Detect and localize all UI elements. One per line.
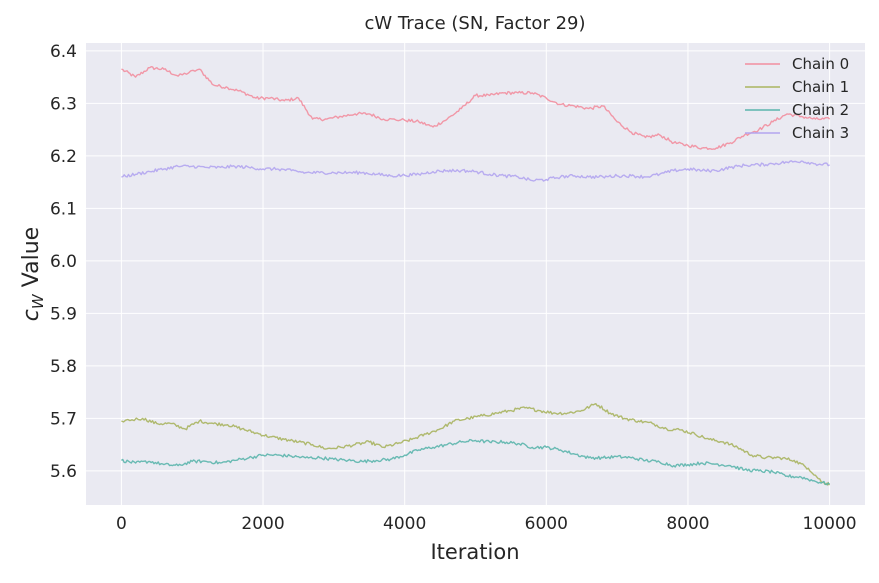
x-tick-label: 4000 [383, 514, 426, 534]
series-line-chain-3 [121, 160, 830, 182]
y-tick-label: 6.0 [50, 252, 77, 272]
x-tick-label: 8000 [666, 514, 709, 534]
legend-label-chain-3: Chain 3 [792, 124, 849, 142]
x-tick-label: 6000 [525, 514, 568, 534]
y-tick-label: 6.2 [50, 147, 77, 167]
y-axis-label-symbol: c [19, 309, 44, 321]
plot-background [86, 43, 865, 505]
legend-label-chain-0: Chain 0 [792, 55, 849, 73]
x-tick-label: 10000 [803, 514, 857, 534]
x-tick-label: 0 [116, 514, 127, 534]
legend: Chain 0 Chain 1 Chain 2 Chain 3 [745, 55, 849, 142]
legend-label-chain-2: Chain 2 [792, 101, 849, 119]
y-tick-label: 5.8 [50, 357, 77, 377]
y-tick-label: 6.4 [50, 42, 77, 62]
y-tick-label: 5.6 [50, 462, 77, 482]
y-axis-label-subscript: W [29, 293, 47, 309]
chart-title: cW Trace (SN, Factor 29) [365, 13, 586, 34]
y-tick-label: 6.3 [50, 94, 77, 114]
x-axis-label: Iteration [430, 540, 519, 564]
series-line-chain-0 [121, 66, 831, 150]
y-axis-label: cW Value [19, 227, 47, 321]
y-axis-label-text: Value [19, 227, 44, 294]
x-tick-label: 2000 [241, 514, 284, 534]
y-tick-label: 6.1 [50, 199, 77, 219]
series-lines [121, 66, 831, 486]
y-tick-label: 5.7 [50, 409, 77, 429]
series-line-chain-2 [121, 438, 830, 486]
series-line-chain-1 [121, 403, 831, 486]
y-tick-label: 5.9 [50, 304, 77, 324]
tick-labels: 0 2000 4000 6000 8000 10000 5.6 5.7 5.8 5.9 6.0 6.1… [50, 42, 857, 534]
grid-lines [86, 43, 865, 505]
legend-label-chain-1: Chain 1 [792, 78, 849, 96]
